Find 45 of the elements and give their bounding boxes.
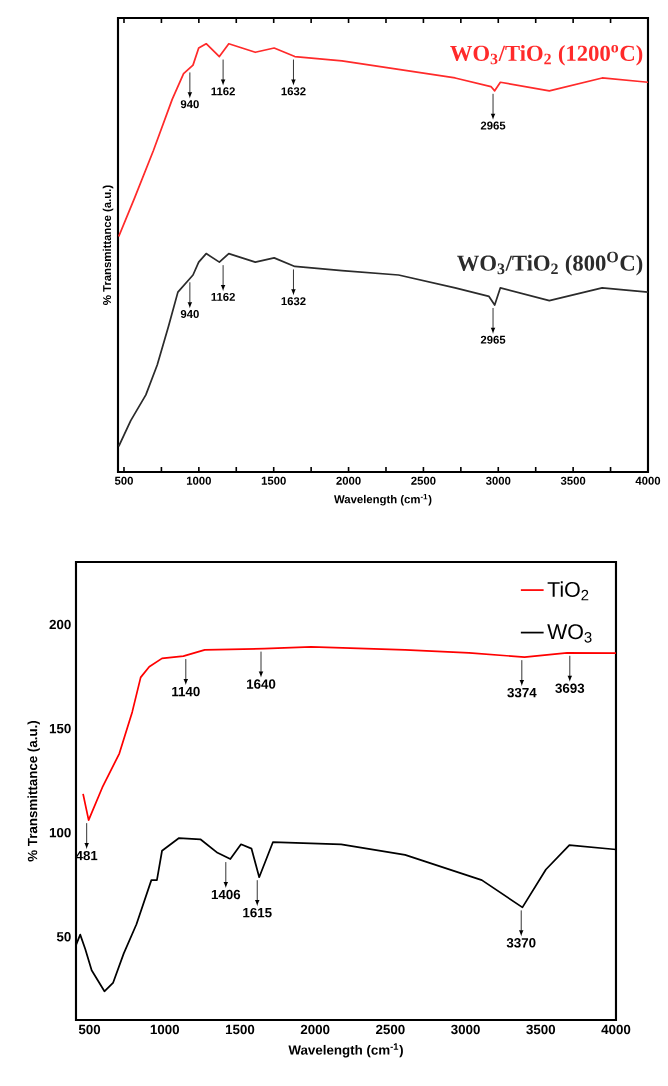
- y-tick-label: 150: [49, 723, 71, 734]
- x-tick-label: 1000: [186, 476, 211, 485]
- annotation: 1406: [211, 889, 241, 900]
- x-tick-label: 2000: [300, 1024, 330, 1035]
- x-tick-label: 3500: [526, 1024, 556, 1035]
- annotation: 1162: [211, 87, 235, 96]
- x-axis-title: Wavelength (cm$^{-1}$): [334, 493, 432, 506]
- y-tick-label: 200: [49, 619, 71, 630]
- x-tick-label: 1500: [261, 476, 286, 485]
- annotation: 2965: [480, 335, 506, 344]
- y-axis-title: % Transmittance (a.u.): [27, 720, 40, 862]
- x-axis-title: Wavelength (cm$^{-1}$): [288, 1043, 403, 1058]
- annotation: 1162: [211, 292, 235, 301]
- x-tick-label: 4000: [601, 1024, 631, 1035]
- series-label: WO$_{3}$/TiO$_{2}$ (1200$^{o}$C): [450, 44, 643, 66]
- annotation: 940: [180, 310, 199, 319]
- y-tick-label: 50: [56, 932, 71, 942]
- x-tick-label: 2000: [336, 476, 361, 485]
- y-tick-label: 100: [49, 827, 71, 838]
- annotation: 1640: [247, 679, 276, 689]
- x-tick-label: 500: [114, 476, 133, 485]
- x-tick-label: 1000: [150, 1024, 180, 1035]
- annotation: 2965: [480, 121, 506, 130]
- annotation: 3693: [555, 683, 585, 693]
- annotation: 3374: [507, 687, 537, 698]
- annotation: 1632: [281, 87, 306, 96]
- annotation: 481: [75, 850, 98, 861]
- annotation: 1615: [243, 907, 272, 918]
- x-tick-label: 2500: [411, 476, 436, 485]
- legend-label: TiO$_{2}$: [547, 581, 589, 601]
- annotation: 1632: [281, 297, 306, 306]
- y-axis-title: % Transmittance (a.u.): [102, 185, 114, 305]
- annotation: 940: [180, 100, 199, 109]
- annotation: 1140: [172, 686, 200, 697]
- x-tick-label: 2500: [375, 1024, 405, 1035]
- annotation: 3370: [506, 938, 536, 948]
- x-tick-label: 3000: [485, 476, 511, 485]
- x-tick-label: 500: [78, 1024, 101, 1035]
- x-tick-label: 1500: [225, 1024, 255, 1035]
- x-tick-label: 4000: [635, 476, 661, 485]
- x-tick-label: 3000: [451, 1024, 480, 1035]
- series-label: WO$_{3}$/TiO$_{2}$ (800$^{O}$C): [457, 251, 643, 276]
- x-tick-label: 3500: [560, 476, 586, 485]
- legend-label: WO$_{3}$: [547, 624, 592, 643]
- line-series: [82, 646, 616, 822]
